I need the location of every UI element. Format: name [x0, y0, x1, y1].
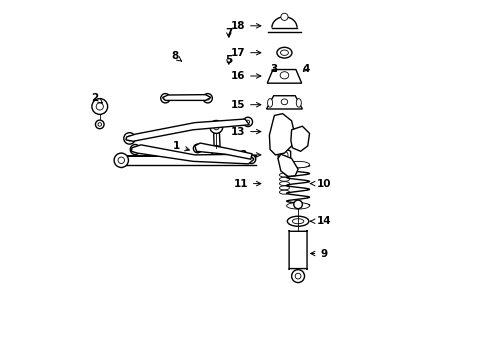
Circle shape: [243, 117, 252, 127]
Ellipse shape: [287, 203, 310, 209]
Circle shape: [250, 157, 253, 161]
Circle shape: [299, 132, 302, 135]
Circle shape: [96, 120, 104, 129]
Circle shape: [203, 94, 212, 103]
Text: 3: 3: [270, 64, 277, 74]
Circle shape: [281, 13, 288, 21]
Circle shape: [98, 123, 101, 126]
Circle shape: [130, 144, 140, 154]
Text: 13: 13: [231, 127, 261, 136]
FancyBboxPatch shape: [289, 230, 307, 270]
Text: 7: 7: [225, 28, 233, 38]
Circle shape: [206, 96, 210, 100]
Text: 11: 11: [233, 179, 261, 189]
Circle shape: [295, 273, 301, 279]
Circle shape: [214, 148, 219, 153]
Circle shape: [114, 153, 128, 167]
Circle shape: [124, 133, 135, 144]
Polygon shape: [131, 145, 254, 164]
Ellipse shape: [296, 99, 301, 107]
Ellipse shape: [277, 47, 292, 58]
Ellipse shape: [279, 177, 290, 181]
Circle shape: [281, 151, 288, 158]
Text: 10: 10: [311, 179, 331, 189]
Polygon shape: [126, 119, 249, 141]
Polygon shape: [163, 95, 211, 100]
Circle shape: [275, 126, 290, 140]
Circle shape: [92, 99, 108, 114]
Circle shape: [96, 103, 103, 110]
Polygon shape: [278, 154, 298, 176]
Circle shape: [246, 120, 250, 124]
Polygon shape: [195, 143, 252, 159]
Circle shape: [194, 144, 202, 153]
Polygon shape: [278, 148, 291, 162]
Text: 16: 16: [231, 71, 261, 81]
Ellipse shape: [287, 216, 309, 226]
Ellipse shape: [274, 125, 295, 138]
Circle shape: [214, 124, 219, 130]
Text: 6: 6: [223, 150, 231, 160]
Text: 8: 8: [172, 51, 182, 61]
Circle shape: [286, 169, 290, 173]
Circle shape: [164, 96, 167, 100]
Circle shape: [210, 121, 223, 134]
Ellipse shape: [287, 161, 310, 168]
Text: 4: 4: [302, 64, 310, 74]
Ellipse shape: [279, 181, 290, 185]
Text: 18: 18: [231, 21, 261, 31]
Circle shape: [161, 94, 170, 103]
Text: 2: 2: [92, 93, 102, 103]
Text: 1: 1: [173, 141, 189, 151]
Ellipse shape: [293, 219, 304, 224]
Ellipse shape: [279, 173, 290, 177]
Circle shape: [292, 270, 304, 283]
Polygon shape: [267, 96, 302, 109]
Polygon shape: [291, 126, 310, 151]
Text: 9: 9: [311, 248, 327, 258]
Circle shape: [296, 129, 305, 138]
Text: 15: 15: [231, 100, 261, 110]
Ellipse shape: [279, 186, 290, 190]
Ellipse shape: [268, 99, 272, 107]
Circle shape: [118, 157, 124, 163]
Circle shape: [127, 136, 132, 141]
Circle shape: [247, 155, 256, 163]
Ellipse shape: [280, 50, 289, 55]
Circle shape: [133, 147, 137, 152]
Circle shape: [279, 130, 286, 136]
Ellipse shape: [280, 72, 289, 79]
Ellipse shape: [281, 99, 288, 105]
Circle shape: [211, 145, 221, 156]
Polygon shape: [270, 114, 294, 155]
Text: 5: 5: [225, 55, 232, 65]
Ellipse shape: [279, 128, 290, 135]
Text: 12: 12: [233, 150, 261, 160]
Circle shape: [294, 200, 302, 209]
Text: 14: 14: [311, 216, 331, 226]
Text: 17: 17: [230, 48, 261, 58]
Polygon shape: [213, 126, 220, 160]
Ellipse shape: [279, 190, 290, 194]
Circle shape: [284, 167, 293, 175]
Polygon shape: [267, 69, 302, 83]
Circle shape: [196, 147, 199, 150]
